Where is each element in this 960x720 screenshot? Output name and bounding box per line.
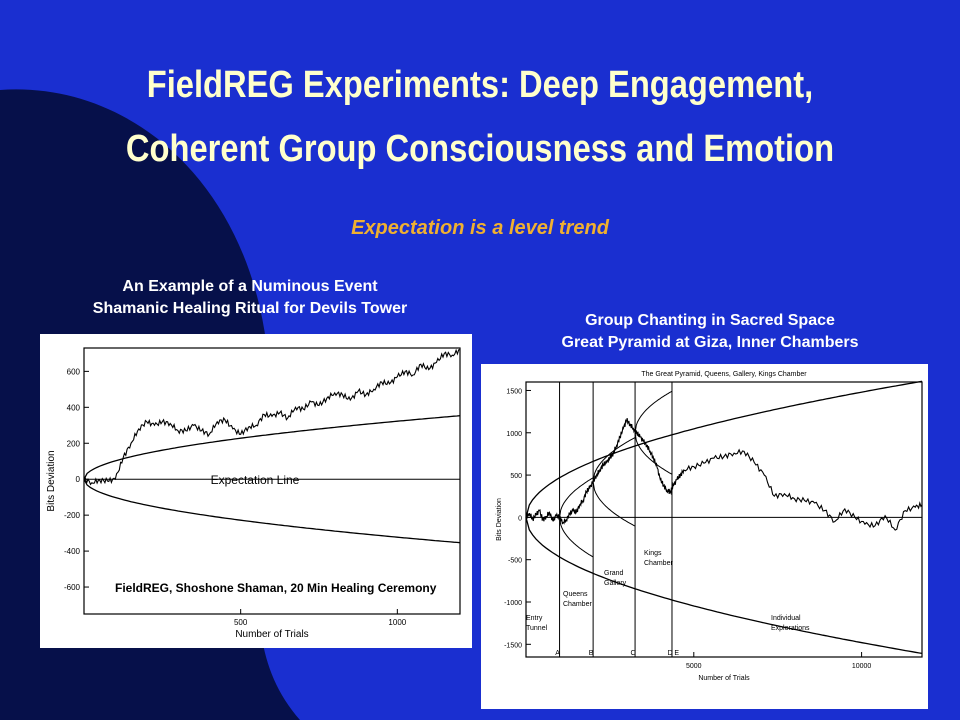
segment-label-line1: Grand [604, 570, 624, 577]
right-caption-line1: Group Chanting in Sacred Space [585, 312, 835, 329]
data-series-line [83, 348, 460, 486]
segment-label-line1: Entry [526, 615, 543, 622]
segment-label: Queens Chamber [563, 591, 592, 608]
y-tick-label: -1000 [504, 600, 522, 607]
segment-label-line2: Gallery [604, 580, 627, 587]
y-tick-label: 200 [67, 439, 81, 448]
x-axis-label: Number of Trials [235, 629, 308, 640]
y-axis-label: Bits Deviation [46, 450, 57, 511]
x-tick-label: 500 [234, 618, 248, 627]
plot-frame [525, 381, 923, 658]
segment-envelope-upper [592, 437, 636, 482]
slide-title-line2: Coherent Group Consciousness and Emotion [125, 128, 835, 170]
left-caption-line1: An Example of a Numinous Event [122, 278, 378, 295]
y-tick-label: 1000 [506, 431, 522, 438]
data-series-line [525, 418, 923, 531]
expectation-line-label: Expectation Line [211, 473, 300, 487]
upper-envelope-curve [83, 415, 461, 480]
segment-marker: A [555, 650, 560, 657]
pyramid-chart-panel: The Great Pyramid, Queens, Gallery, King… [481, 364, 928, 709]
y-tick-label: -500 [508, 558, 522, 565]
segment-envelope-upper [559, 477, 594, 518]
y-tick-label: 400 [67, 403, 81, 412]
segment-label: Kings Chamber [644, 550, 673, 567]
lower-envelope-curve [525, 517, 923, 655]
segment-envelope-lower [592, 481, 636, 527]
left-chart-caption: An Example of a Numinous Event Shamanic … [30, 276, 470, 320]
segment-envelope-lower [559, 517, 594, 558]
segment-marker: C [631, 650, 636, 657]
y-tick-label: -200 [64, 511, 81, 520]
x-tick-label: 5000 [686, 663, 702, 670]
right-chart-caption: Group Chanting in Sacred Space Great Pyr… [480, 310, 940, 354]
segment-envelope-lower [634, 432, 673, 475]
shaman-chart: 600 400 200 0 -200 -400 -600 500 1000 Number of T… [46, 347, 461, 640]
segment-label-line1: Queens [563, 591, 588, 598]
x-axis-label: Number of Trials [698, 675, 750, 682]
y-tick-label: 1500 [506, 388, 522, 395]
slide-title-line1: FieldREG Experiments: Deep Engagement, [146, 64, 814, 106]
y-tick-label: -400 [64, 547, 81, 556]
segment-label-line2: Chamber [563, 601, 592, 608]
segment-envelope-upper [634, 390, 673, 433]
segment-label-line2: Tunnel [526, 625, 548, 632]
plot-annotation: FieldREG, Shoshone Shaman, 20 Min Healin… [115, 581, 437, 595]
segment-label-line2: Chamber [644, 560, 673, 567]
segment-label-line2: Explorations [771, 625, 810, 632]
y-tick-label: 0 [518, 515, 522, 522]
right-caption-line2: Great Pyramid at Giza, Inner Chambers [561, 334, 859, 351]
y-tick-label: 0 [76, 475, 81, 484]
shaman-chart-panel: 600 400 200 0 -200 -400 -600 500 1000 Number of T… [40, 334, 472, 648]
x-tick-label: 10000 [852, 663, 872, 670]
x-tick-label: 1000 [388, 618, 406, 627]
segment-marker: D [667, 650, 672, 657]
left-caption-line2: Shamanic Healing Ritual for Devils Tower [92, 300, 408, 317]
y-axis-label: Bits Deviation [496, 498, 503, 541]
segment-label-line1: Individual [771, 615, 801, 622]
y-tick-label: 600 [67, 367, 81, 376]
chart-title: The Great Pyramid, Queens, Gallery, King… [641, 371, 807, 378]
segment-label-line1: Kings [644, 550, 662, 557]
segment-marker: B [589, 650, 594, 657]
slide-subtitle: Expectation is a level trend [351, 217, 609, 239]
plot-frame [83, 347, 461, 615]
segment-label: Grand Gallery [604, 570, 627, 587]
segment-label: Individual Explorations [771, 615, 810, 632]
pyramid-chart: The Great Pyramid, Queens, Gallery, King… [496, 371, 923, 682]
y-tick-label: 500 [510, 473, 522, 480]
y-tick-label: -600 [64, 583, 81, 592]
upper-envelope-curve [525, 380, 923, 518]
segment-label: Entry Tunnel [526, 615, 548, 632]
segment-marker: E [674, 650, 679, 657]
lower-envelope-curve [83, 478, 461, 544]
y-tick-label: -1500 [504, 642, 522, 649]
